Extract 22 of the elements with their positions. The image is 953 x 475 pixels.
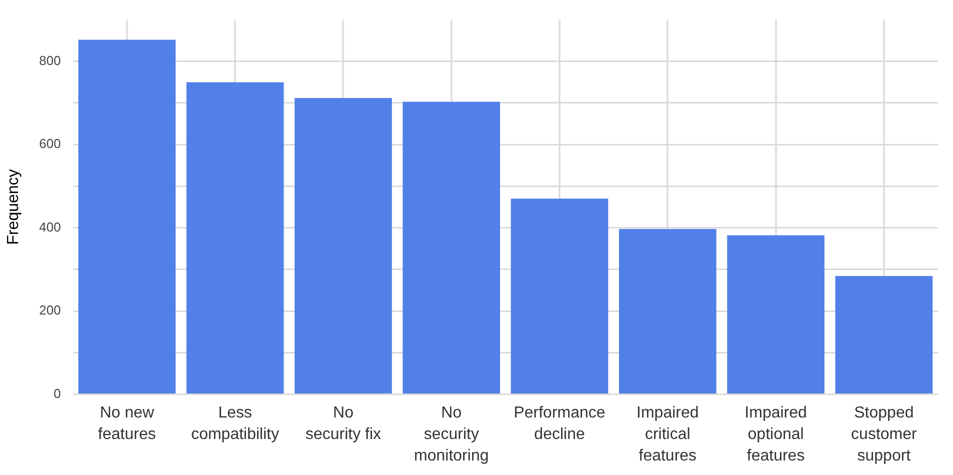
x-tick-label: No security fix [305, 404, 382, 444]
y-axis-title: Frequency [5, 169, 22, 245]
bar [186, 82, 284, 394]
bar [402, 102, 500, 394]
x-tick-label: Impaired critical features [636, 404, 699, 465]
y-tick-label: 200 [39, 302, 61, 318]
bar [510, 198, 608, 394]
x-tick-label: Impaired optional features [744, 404, 807, 465]
bar [835, 276, 933, 394]
x-tick-label: Performance decline [514, 404, 606, 444]
y-tick-label: 0 [54, 386, 61, 401]
bar [727, 235, 824, 394]
x-tick-label: No security monitoring [414, 404, 489, 465]
bar [618, 229, 716, 394]
bar [294, 98, 392, 394]
y-tick-label: 600 [39, 136, 61, 152]
y-tick-label: 400 [39, 219, 61, 234]
x-tick-label: No new features [98, 404, 156, 444]
y-tick-label: 800 [39, 52, 61, 68]
bar [78, 40, 176, 394]
x-tick-label: Stopped customer support [851, 404, 918, 465]
x-tick-label: Less compatibility [191, 404, 280, 444]
